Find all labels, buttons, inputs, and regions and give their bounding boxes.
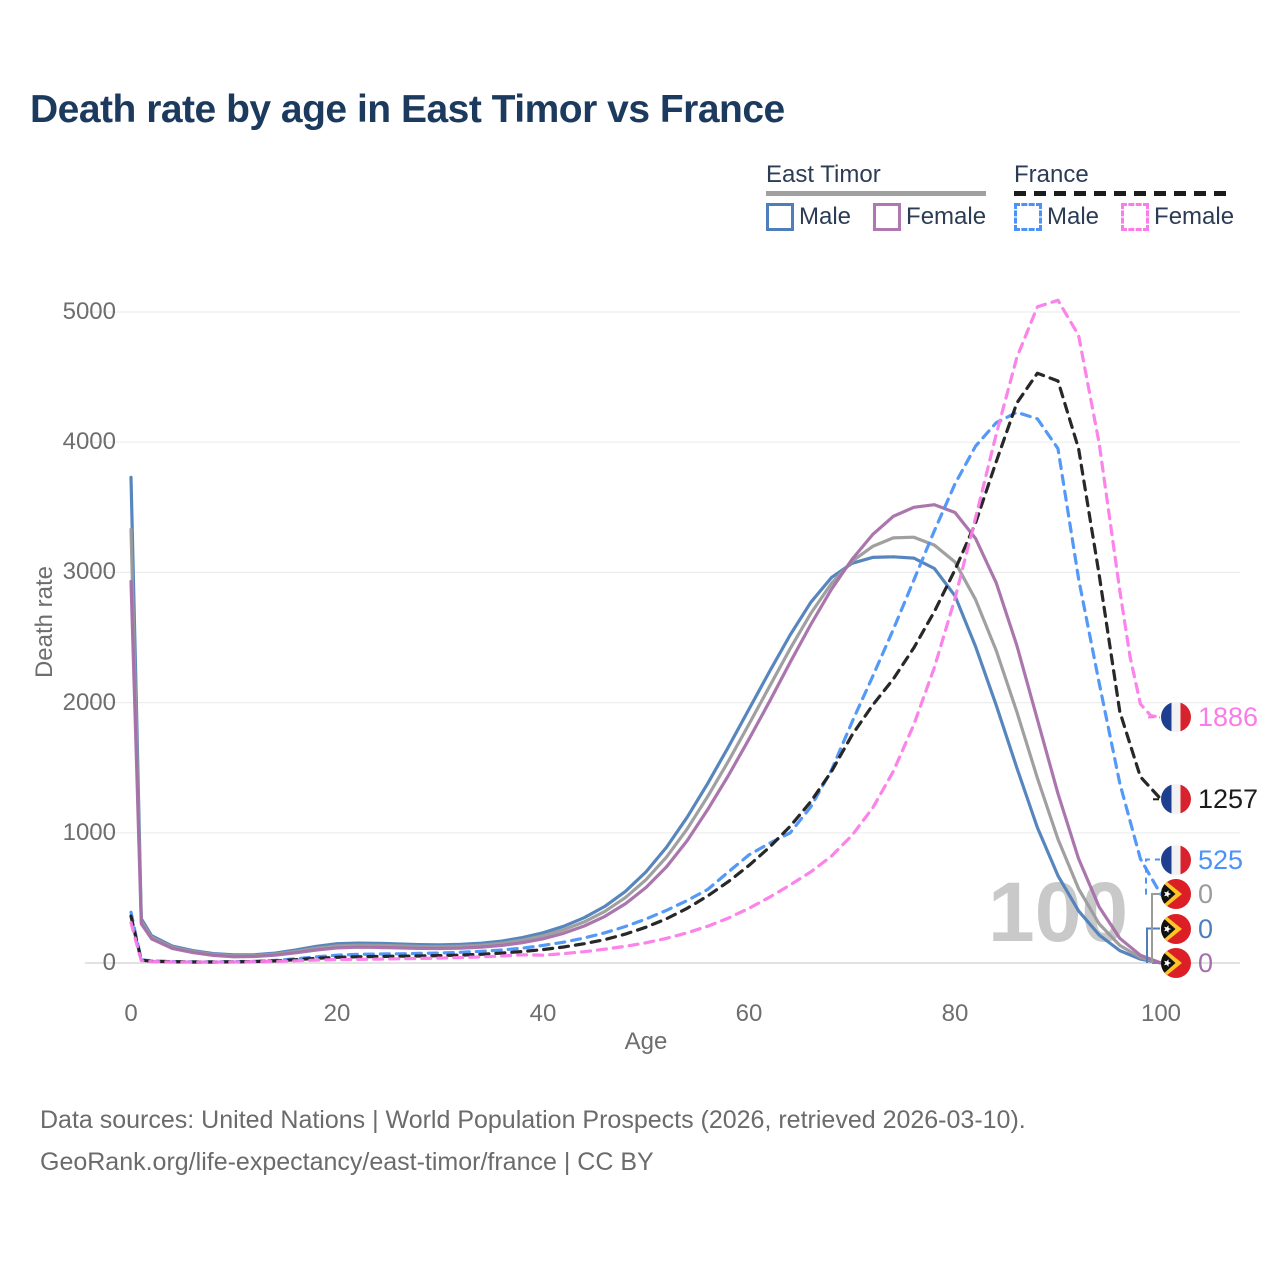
end-label-leader-et_male	[1146, 927, 1160, 963]
y-tick-label: 2000	[62, 688, 116, 716]
y-tick-label: 3000	[62, 558, 116, 586]
x-axis-title: Age	[624, 1028, 668, 1055]
y-tick-label: 1000	[62, 818, 116, 846]
legend-item-label: Male	[1047, 203, 1100, 230]
legend-item-east-timor-female[interactable]: Female	[873, 203, 986, 231]
series-line-et_female	[129, 503, 1163, 965]
legend-item-east-timor-male[interactable]: Male	[766, 203, 851, 231]
series-line-et_male	[129, 475, 1163, 965]
x-tick-label: 40	[529, 1000, 557, 1027]
x-tick-label: 60	[735, 1000, 763, 1027]
legend-header-france: France	[1014, 161, 1089, 188]
end-label-fr_male: 525	[1161, 844, 1244, 875]
end-label-et_female: 0	[1161, 948, 1213, 978]
end-label-leader-fr_male	[1145, 858, 1160, 895]
end-label-leader-et_both	[1151, 893, 1160, 963]
east-timor-flag-icon	[1161, 879, 1191, 909]
legend-item-france-male[interactable]: Male	[1014, 203, 1099, 231]
legend-item-france-female[interactable]: Female	[1121, 203, 1234, 231]
end-label-value: 1886	[1198, 702, 1259, 733]
y-tick-label: 0	[102, 949, 116, 976]
end-label-value: 1257	[1198, 784, 1259, 815]
legend-header-east-timor: East Timor	[766, 161, 881, 188]
x-tick-label: 0	[124, 1000, 138, 1027]
series-line-et_both	[129, 527, 1163, 965]
page-title: Death rate by age in East Timor vs Franc…	[30, 88, 785, 131]
end-label-fr_female: 1886	[1161, 702, 1259, 733]
end-label-et_male: 0	[1161, 913, 1214, 944]
east-timor-male-swatch	[766, 203, 794, 231]
y-tick-label: 4000	[62, 428, 116, 456]
y-tick-label: 5000	[62, 298, 116, 325]
france-flag-icon	[1161, 702, 1191, 733]
france-flag-icon	[1161, 844, 1191, 875]
legend-group-east-timor: East Timor Male Female	[766, 161, 987, 231]
data-sources-note: Data sources: United Nations | World Pop…	[40, 1106, 1026, 1134]
series-line-fr_both	[129, 371, 1163, 964]
east-timor-line-swatch	[766, 191, 987, 196]
legend-group-france: France Male Female	[1014, 161, 1235, 231]
legend-item-label: Male	[799, 203, 852, 230]
france-male-swatch	[1014, 203, 1042, 231]
east-timor-flag-icon	[1161, 913, 1191, 944]
x-tick-label: 20	[323, 1000, 351, 1027]
end-label-et_both: 0	[1161, 879, 1213, 909]
east-timor-flag-icon	[1161, 948, 1191, 978]
east-timor-female-swatch	[873, 203, 902, 231]
end-label-value: 525	[1198, 844, 1244, 875]
end-label-fr_both: 1257	[1161, 784, 1259, 815]
y-axis-title: Death rate	[31, 565, 58, 679]
x-tick-label: 100	[1140, 1000, 1182, 1027]
end-label-value: 0	[1198, 948, 1214, 978]
end-label-value: 0	[1198, 913, 1214, 944]
legend-item-label: Female	[1154, 203, 1235, 230]
end-label-value: 0	[1198, 879, 1214, 909]
france-line-swatch	[1014, 191, 1235, 196]
series-line-fr_female	[129, 298, 1163, 964]
france-female-swatch	[1121, 203, 1150, 231]
legend-item-label: Female	[906, 203, 987, 230]
france-flag-icon	[1161, 784, 1191, 815]
source-url: GeoRank.org/life-expectancy/east-timor/f…	[40, 1148, 654, 1176]
x-tick-label: 80	[941, 1000, 969, 1027]
